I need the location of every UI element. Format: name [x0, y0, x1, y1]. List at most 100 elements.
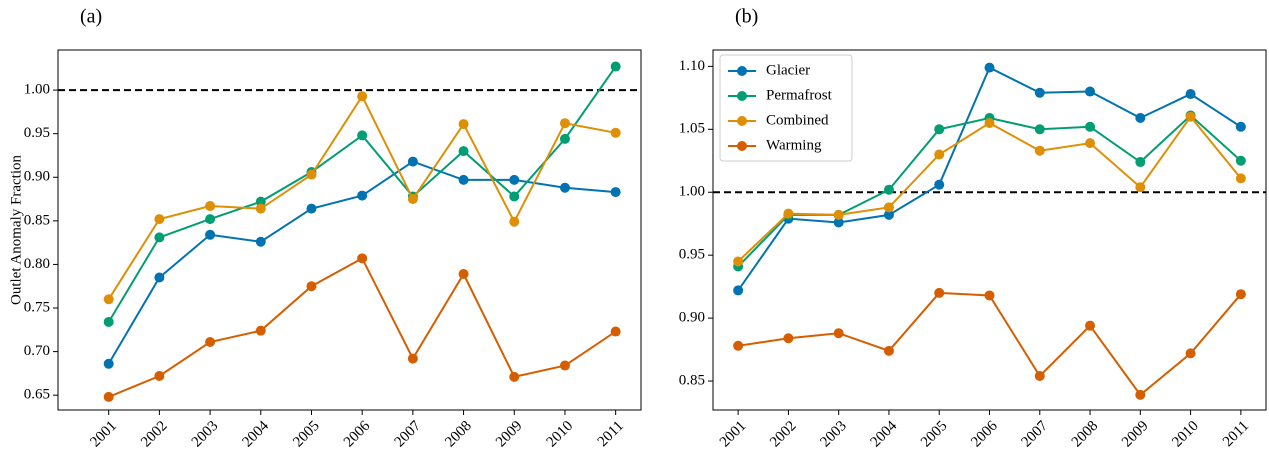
- y-tick-label: 1.00: [679, 184, 705, 200]
- point: [509, 191, 520, 202]
- point: [357, 130, 368, 141]
- legend-marker: [737, 141, 747, 151]
- point: [458, 269, 469, 280]
- point: [255, 196, 266, 207]
- x-tick-label: 2008: [442, 418, 475, 451]
- point: [984, 290, 995, 301]
- point: [984, 118, 995, 129]
- point: [205, 214, 216, 225]
- y-tick-label: 0.75: [24, 299, 50, 315]
- x-tick-label: 2010: [1169, 418, 1202, 451]
- point: [306, 281, 317, 292]
- point: [306, 203, 317, 214]
- x-tick-label: 2006: [968, 418, 1001, 451]
- y-tick-label: 0.85: [24, 212, 50, 228]
- point: [934, 179, 945, 190]
- point: [205, 229, 216, 240]
- point: [783, 208, 794, 219]
- legend-marker: [737, 66, 747, 76]
- point: [1085, 86, 1096, 97]
- point: [783, 333, 794, 344]
- legend-label: Glacier: [766, 62, 810, 78]
- point: [306, 169, 317, 180]
- x-tick-label: 2007: [392, 418, 425, 451]
- y-tick-label: 0.95: [679, 247, 705, 263]
- point: [610, 127, 621, 138]
- x-tick-label: 2002: [767, 418, 800, 451]
- legend-label: Permafrost: [766, 87, 833, 103]
- point: [1034, 145, 1045, 156]
- y-tick-label: 0.85: [679, 372, 705, 388]
- y-tick-label: 1.05: [679, 121, 705, 137]
- x-tick-label: 2004: [240, 418, 273, 451]
- point: [205, 337, 216, 348]
- x-tick-label: 2004: [868, 418, 901, 451]
- x-tick-label: 2003: [189, 418, 222, 451]
- point: [407, 194, 418, 205]
- x-tick-label: 2005: [918, 418, 951, 451]
- x-tick-label: 2005: [290, 418, 323, 451]
- point: [559, 118, 570, 129]
- y-tick-label: 0.95: [24, 125, 50, 141]
- y-tick-label: 0.90: [679, 310, 705, 326]
- y-tick-label: 0.65: [24, 387, 50, 403]
- point: [733, 340, 744, 351]
- legend-marker: [737, 91, 747, 101]
- x-tick-label: 2008: [1069, 418, 1102, 451]
- x-tick-label: 2009: [1119, 418, 1152, 451]
- point: [1085, 320, 1096, 331]
- point: [458, 119, 469, 130]
- point: [934, 124, 945, 135]
- point: [559, 133, 570, 144]
- x-tick-label: 2006: [341, 418, 374, 451]
- axes-frame: [57, 49, 642, 411]
- point: [883, 202, 894, 213]
- point: [509, 174, 520, 185]
- point: [509, 216, 520, 227]
- x-tick-label: 2011: [595, 418, 627, 450]
- point: [883, 209, 894, 220]
- point: [610, 326, 621, 337]
- legend-marker: [737, 116, 747, 126]
- point: [1235, 173, 1246, 184]
- series-line: [737, 291, 1242, 397]
- point: [733, 285, 744, 296]
- point: [1235, 155, 1246, 166]
- point: [1085, 121, 1096, 132]
- point: [458, 146, 469, 157]
- point: [883, 184, 894, 195]
- panel-title: (a): [80, 6, 102, 28]
- point: [1034, 87, 1045, 98]
- point: [883, 345, 894, 356]
- point: [1135, 389, 1146, 400]
- point: [1034, 371, 1045, 382]
- point: [934, 287, 945, 298]
- point: [1135, 157, 1146, 168]
- point: [1185, 111, 1196, 122]
- x-tick-label: 2010: [544, 418, 577, 451]
- point: [833, 217, 844, 228]
- y-axis-label: Outlet Anomaly Fraction: [8, 155, 24, 305]
- point: [407, 353, 418, 364]
- point: [984, 62, 995, 73]
- point: [559, 360, 570, 371]
- point: [154, 272, 165, 283]
- point: [255, 236, 266, 247]
- point: [1135, 182, 1146, 193]
- y-tick-label: 0.80: [24, 256, 50, 272]
- point: [357, 91, 368, 102]
- x-tick-label: 2001: [87, 418, 120, 451]
- legend-label: Combined: [766, 112, 829, 128]
- point: [1135, 112, 1146, 123]
- point: [559, 182, 570, 193]
- point: [205, 201, 216, 212]
- point: [934, 149, 945, 160]
- y-tick-label: 0.70: [24, 343, 50, 359]
- point: [255, 325, 266, 336]
- x-tick-label: 2002: [138, 418, 171, 451]
- point: [357, 190, 368, 201]
- y-tick-label: 0.90: [24, 169, 50, 185]
- point: [154, 232, 165, 243]
- legend-label: Warming: [766, 137, 822, 153]
